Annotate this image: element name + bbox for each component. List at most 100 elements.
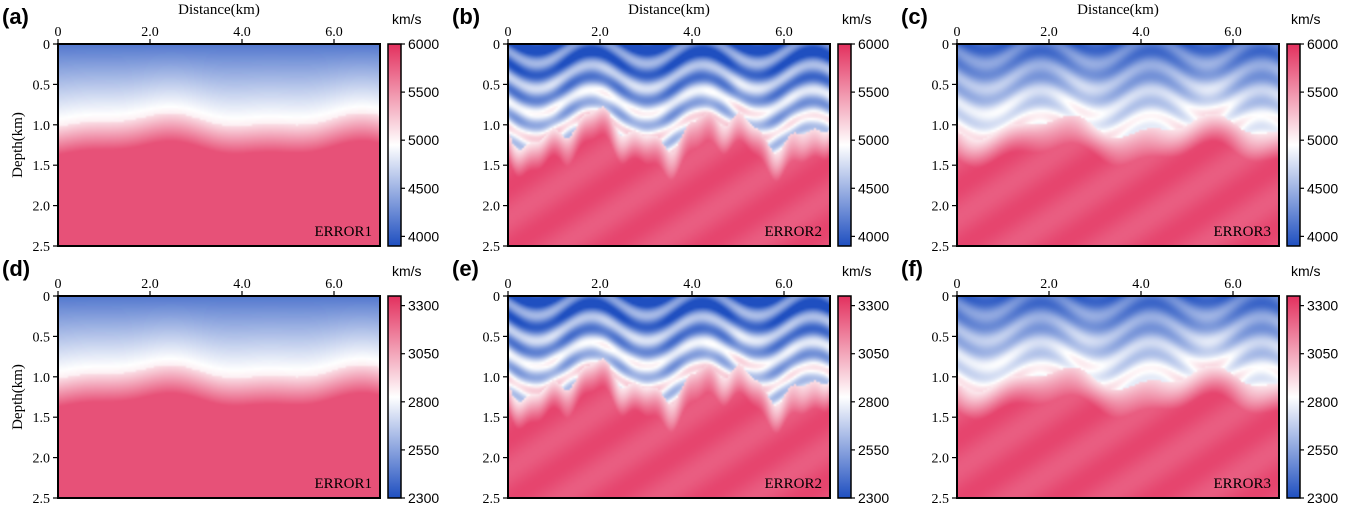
colorbar bbox=[1286, 43, 1301, 247]
colorbar-tick-label: 5000 bbox=[408, 132, 439, 148]
colorbar bbox=[1286, 295, 1301, 499]
x-tick-label: 4.0 bbox=[1132, 277, 1150, 292]
x-tick-label: 4.0 bbox=[233, 25, 251, 40]
colorbar-tick-label: 4000 bbox=[1307, 228, 1338, 244]
colorbar-tick-label: 2300 bbox=[858, 490, 889, 506]
y-tick-label: 0.5 bbox=[483, 78, 501, 93]
x-tick-label: 2.0 bbox=[141, 277, 159, 292]
colorbar bbox=[387, 295, 402, 499]
velocity-heatmap bbox=[957, 296, 1279, 498]
x-tick-label: 4.0 bbox=[683, 25, 701, 40]
y-tick-label: 2.5 bbox=[932, 492, 950, 507]
y-tick-label: 2.0 bbox=[932, 200, 950, 215]
colorbar-tick-label: 5500 bbox=[1307, 84, 1338, 100]
colorbar-tick-label: 4000 bbox=[408, 228, 439, 244]
colorbar-tick-label: 2800 bbox=[408, 394, 439, 410]
colorbar-tick-label: 5500 bbox=[408, 84, 439, 100]
y-tick-label: 0 bbox=[942, 38, 949, 53]
x-tick-label: 4.0 bbox=[233, 277, 251, 292]
colorbar-tick-label: 5000 bbox=[858, 132, 889, 148]
x-tick-label: 6.0 bbox=[325, 25, 343, 40]
x-tick-label: 4.0 bbox=[1132, 25, 1150, 40]
colorbar bbox=[837, 43, 852, 247]
y-tick-label: 2.5 bbox=[483, 492, 501, 507]
x-tick-label: 2.0 bbox=[141, 25, 159, 40]
y-axis-label: Depth(km) bbox=[10, 364, 26, 430]
colorbar-tick-label: 3300 bbox=[1307, 298, 1338, 314]
colorbar-tick-label: 2550 bbox=[1307, 442, 1338, 458]
x-tick-label: 6.0 bbox=[775, 25, 793, 40]
panel-e: 0 2.0 4.0 6.0 0 0.5 1.0 1.5 2.0 2.5 (e) ERROR2 km/s 3… bbox=[452, 256, 889, 507]
y-tick-label: 1.5 bbox=[483, 411, 501, 426]
y-tick-label: 2.5 bbox=[932, 240, 950, 255]
plot-frame bbox=[956, 43, 1280, 247]
plot-frame bbox=[57, 295, 381, 499]
x-tick-label: 2.0 bbox=[1040, 25, 1058, 40]
plot-frame bbox=[507, 295, 831, 499]
colorbar-tick-label: 3050 bbox=[1307, 346, 1338, 362]
x-tick-label: 6.0 bbox=[1224, 25, 1242, 40]
panel-f: 0 2.0 4.0 6.0 0 0.5 1.0 1.5 2.0 2.5 (f) ERROR3 km/s 3… bbox=[901, 256, 1338, 507]
colorbar-tick-label: 2300 bbox=[1307, 490, 1338, 506]
panel-a: 0 2.0 4.0 6.0 0 0.5 1.0 1.5 2.0 2.5 Distance(km) De… bbox=[2, 2, 439, 255]
colorbar-tick-label: 5000 bbox=[1307, 132, 1338, 148]
panel-tag: (b) bbox=[452, 4, 480, 29]
colorbar-tick-label: 3300 bbox=[408, 298, 439, 314]
error-case-label: ERROR3 bbox=[1213, 476, 1271, 492]
y-tick-label: 0 bbox=[43, 38, 50, 53]
colorbar bbox=[837, 295, 852, 499]
y-tick-label: 0 bbox=[493, 290, 500, 305]
x-axis-label: Distance(km) bbox=[1077, 2, 1159, 18]
error-case-label: ERROR2 bbox=[764, 224, 822, 240]
colorbar-tick-label: 6000 bbox=[858, 36, 889, 52]
x-tick-label: 0 bbox=[55, 277, 62, 292]
colorbar-tick-label: 2550 bbox=[408, 442, 439, 458]
y-tick-label: 2.0 bbox=[932, 452, 950, 467]
y-tick-label: 2.0 bbox=[483, 200, 501, 215]
y-tick-label: 0 bbox=[942, 290, 949, 305]
colorbar-unit: km/s bbox=[392, 263, 422, 279]
x-tick-label: 6.0 bbox=[325, 277, 343, 292]
y-axis-label: Depth(km) bbox=[10, 112, 26, 178]
colorbar-unit: km/s bbox=[1291, 263, 1321, 279]
panel-tag: (a) bbox=[2, 4, 29, 29]
x-tick-label: 0 bbox=[505, 25, 512, 40]
colorbar-tick-label: 3300 bbox=[858, 298, 889, 314]
velocity-heatmap bbox=[58, 296, 380, 498]
colorbar-tick-label: 2800 bbox=[858, 394, 889, 410]
x-tick-label: 6.0 bbox=[775, 277, 793, 292]
velocity-heatmap bbox=[58, 44, 380, 246]
x-axis-label: Distance(km) bbox=[178, 2, 260, 18]
error-case-label: ERROR1 bbox=[314, 476, 372, 492]
y-tick-label: 0.5 bbox=[33, 330, 51, 345]
y-tick-label: 0.5 bbox=[483, 330, 501, 345]
colorbar-unit: km/s bbox=[842, 11, 872, 27]
y-tick-label: 1.0 bbox=[932, 119, 950, 134]
colorbar-tick-label: 2300 bbox=[408, 490, 439, 506]
y-tick-label: 0 bbox=[493, 38, 500, 53]
colorbar-unit: km/s bbox=[1291, 11, 1321, 27]
panel-tag: (e) bbox=[452, 256, 479, 281]
y-tick-label: 1.0 bbox=[483, 119, 501, 134]
colorbar bbox=[387, 43, 402, 247]
x-tick-label: 6.0 bbox=[1224, 277, 1242, 292]
colorbar-tick-label: 6000 bbox=[408, 36, 439, 52]
velocity-heatmap bbox=[508, 44, 830, 246]
plot-frame bbox=[507, 43, 831, 247]
colorbar-unit: km/s bbox=[842, 263, 872, 279]
y-tick-label: 2.5 bbox=[33, 492, 51, 507]
panel-tag: (f) bbox=[901, 256, 923, 281]
colorbar-tick-label: 4500 bbox=[858, 180, 889, 196]
colorbar-tick-label: 5500 bbox=[858, 84, 889, 100]
y-tick-label: 1.0 bbox=[932, 371, 950, 386]
x-tick-label: 0 bbox=[954, 25, 961, 40]
plot-frame bbox=[956, 295, 1280, 499]
plot-frame bbox=[57, 43, 381, 247]
x-tick-label: 0 bbox=[55, 25, 62, 40]
y-tick-label: 2.0 bbox=[483, 452, 501, 467]
colorbar-tick-label: 4000 bbox=[858, 228, 889, 244]
colorbar-tick-label: 2550 bbox=[858, 442, 889, 458]
x-tick-label: 2.0 bbox=[591, 277, 609, 292]
y-tick-label: 2.5 bbox=[483, 240, 501, 255]
